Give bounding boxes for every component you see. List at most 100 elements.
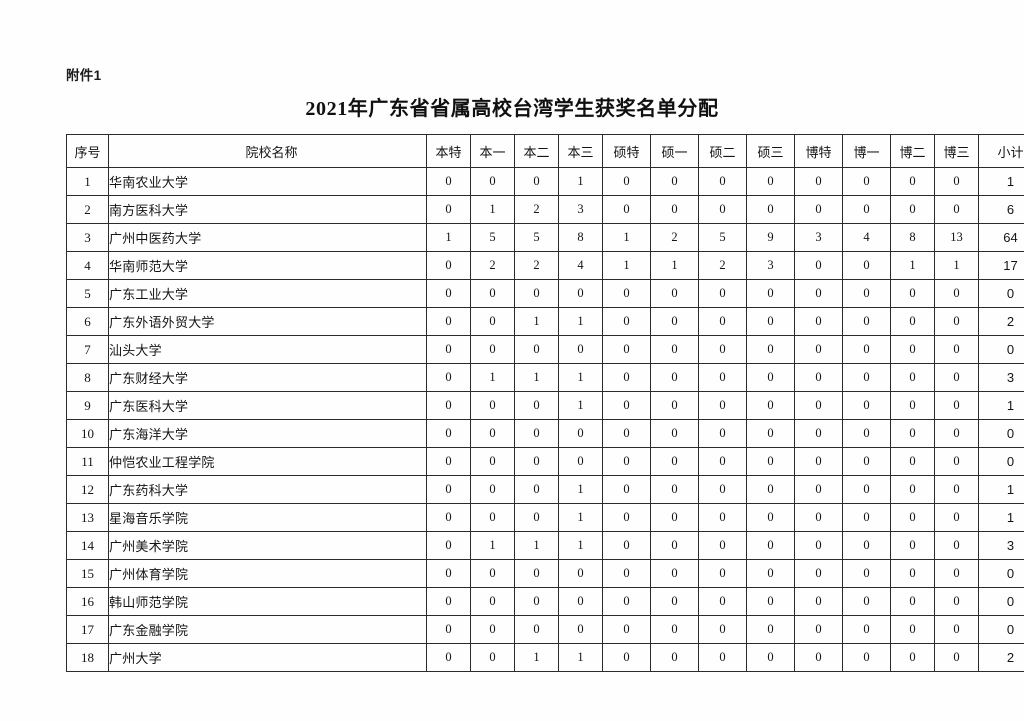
cell-shuo_3: 9: [746, 223, 795, 252]
cell-ben_1: 1: [470, 363, 515, 392]
cell-ben_2: 0: [514, 391, 559, 420]
table-row: 11 仲恺农业工程学院 0 0 0 0 0 0 0 0 0 0 0 0 0: [66, 447, 1024, 476]
cell-bo_3: 0: [934, 167, 979, 196]
cell-shuo_2: 0: [698, 503, 747, 532]
cell-subtotal: 0: [978, 615, 1024, 644]
cell-shuo_te: 0: [602, 279, 651, 308]
cell-shuo_te: 1: [602, 223, 651, 252]
cell-ben_1: 0: [470, 503, 515, 532]
cell-shuo_3: 0: [746, 335, 795, 364]
cell-bo_2: 0: [890, 195, 935, 224]
cell-ben_3: 1: [558, 643, 603, 672]
cell-shuo_te: 0: [602, 363, 651, 392]
cell-shuo_2: 5: [698, 223, 747, 252]
cell-bo_te: 0: [794, 307, 843, 336]
column-header-bo_2: 博二: [890, 134, 935, 168]
cell-bo_te: 0: [794, 587, 843, 616]
cell-bo_1: 0: [842, 251, 891, 280]
cell-shuo_1: 0: [650, 195, 699, 224]
cell-shuo_3: 0: [746, 503, 795, 532]
cell-shuo_te: 0: [602, 167, 651, 196]
cell-shuo_te: 0: [602, 391, 651, 420]
column-header-ben_1: 本一: [470, 134, 515, 168]
cell-ben_2: 1: [514, 531, 559, 560]
cell-shuo_3: 0: [746, 559, 795, 588]
cell-subtotal: 1: [978, 167, 1024, 196]
cell-ben_te: 0: [426, 279, 471, 308]
cell-index: 18: [66, 643, 109, 672]
cell-shuo_te: 1: [602, 251, 651, 280]
column-header-bo_3: 博三: [934, 134, 979, 168]
column-header-shuo_2: 硕二: [698, 134, 747, 168]
cell-bo_2: 8: [890, 223, 935, 252]
cell-shuo_2: 2: [698, 251, 747, 280]
cell-bo_2: 0: [890, 307, 935, 336]
cell-bo_1: 0: [842, 279, 891, 308]
cell-ben_te: 0: [426, 419, 471, 448]
cell-bo_3: 0: [934, 195, 979, 224]
cell-shuo_1: 0: [650, 447, 699, 476]
cell-bo_2: 0: [890, 279, 935, 308]
cell-ben_te: 0: [426, 643, 471, 672]
cell-index: 14: [66, 531, 109, 560]
cell-bo_2: 0: [890, 503, 935, 532]
cell-ben_te: 0: [426, 503, 471, 532]
cell-bo_1: 0: [842, 587, 891, 616]
cell-ben_3: 0: [558, 559, 603, 588]
cell-bo_2: 0: [890, 643, 935, 672]
cell-university-name: 广州美术学院: [108, 531, 427, 560]
cell-shuo_te: 0: [602, 615, 651, 644]
cell-shuo_2: 0: [698, 307, 747, 336]
cell-bo_1: 0: [842, 475, 891, 504]
cell-bo_1: 0: [842, 195, 891, 224]
cell-ben_1: 1: [470, 531, 515, 560]
cell-bo_1: 0: [842, 531, 891, 560]
cell-shuo_1: 0: [650, 363, 699, 392]
cell-ben_3: 1: [558, 503, 603, 532]
cell-ben_1: 0: [470, 307, 515, 336]
cell-bo_1: 0: [842, 167, 891, 196]
cell-bo_2: 0: [890, 531, 935, 560]
cell-bo_te: 0: [794, 447, 843, 476]
cell-bo_3: 13: [934, 223, 979, 252]
cell-university-name: 广东金融学院: [108, 615, 427, 644]
cell-subtotal: 1: [978, 503, 1024, 532]
cell-bo_te: 0: [794, 419, 843, 448]
cell-bo_1: 0: [842, 391, 891, 420]
cell-bo_2: 1: [890, 251, 935, 280]
cell-shuo_2: 0: [698, 195, 747, 224]
cell-ben_1: 0: [470, 335, 515, 364]
cell-university-name: 华南农业大学: [108, 167, 427, 196]
cell-ben_1: 0: [470, 615, 515, 644]
cell-ben_3: 1: [558, 363, 603, 392]
cell-subtotal: 0: [978, 419, 1024, 448]
cell-bo_1: 0: [842, 559, 891, 588]
cell-shuo_te: 0: [602, 419, 651, 448]
table-row: 9 广东医科大学 0 0 0 1 0 0 0 0 0 0 0 0 1: [66, 391, 1024, 420]
cell-university-name: 广州体育学院: [108, 559, 427, 588]
cell-ben_te: 0: [426, 167, 471, 196]
cell-ben_te: 0: [426, 391, 471, 420]
cell-subtotal: 0: [978, 335, 1024, 364]
table-row: 18 广州大学 0 0 1 1 0 0 0 0 0 0 0 0 2: [66, 643, 1024, 672]
cell-bo_3: 0: [934, 363, 979, 392]
cell-index: 12: [66, 475, 109, 504]
cell-bo_2: 0: [890, 363, 935, 392]
cell-ben_3: 0: [558, 447, 603, 476]
cell-subtotal: 2: [978, 643, 1024, 672]
cell-university-name: 星海音乐学院: [108, 503, 427, 532]
cell-ben_2: 0: [514, 475, 559, 504]
cell-bo_1: 4: [842, 223, 891, 252]
cell-university-name: 南方医科大学: [108, 195, 427, 224]
table-row: 7 汕头大学 0 0 0 0 0 0 0 0 0 0 0 0 0: [66, 335, 1024, 364]
cell-shuo_2: 0: [698, 279, 747, 308]
cell-ben_1: 0: [470, 587, 515, 616]
cell-bo_2: 0: [890, 615, 935, 644]
cell-university-name: 韩山师范学院: [108, 587, 427, 616]
cell-ben_te: 0: [426, 195, 471, 224]
cell-bo_3: 0: [934, 335, 979, 364]
table-row: 17 广东金融学院 0 0 0 0 0 0 0 0 0 0 0 0 0: [66, 615, 1024, 644]
cell-ben_3: 1: [558, 391, 603, 420]
cell-shuo_1: 0: [650, 419, 699, 448]
